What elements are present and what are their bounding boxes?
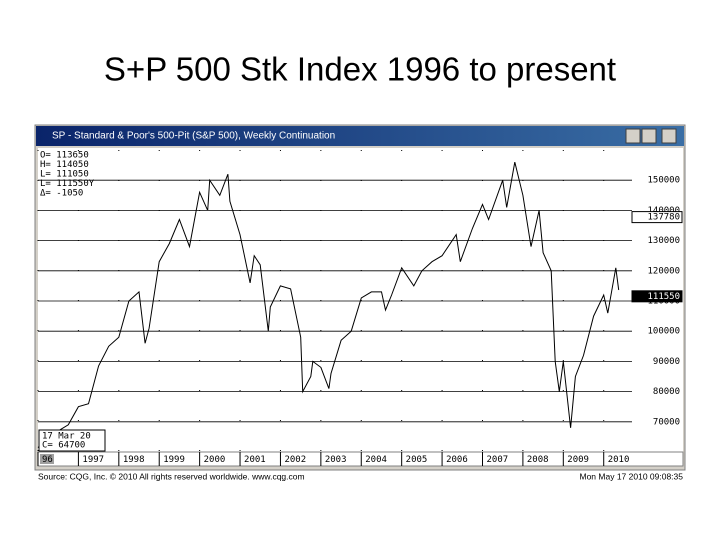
x-tick-label: 2000 <box>204 455 226 465</box>
slide-title: S+P 500 Stk Index 1996 to present <box>104 51 616 88</box>
y-tick-label: 120000 <box>647 266 680 276</box>
source: Source: CQG, Inc. © 2010 All rights rese… <box>38 471 305 481</box>
low-box-line: C= 64700 <box>42 441 85 451</box>
x-tick-label: 2002 <box>284 455 306 465</box>
y-tick-label: 80000 <box>653 387 680 397</box>
low-box <box>38 429 106 452</box>
y-tick-label: 140000 <box>647 206 680 216</box>
x-tick-label: 2003 <box>325 455 347 465</box>
x-tick-label: 2006 <box>446 455 468 465</box>
y-tick-label: 130000 <box>647 236 680 246</box>
y-tick-label: 90000 <box>653 357 680 367</box>
close-button[interactable] <box>661 128 677 144</box>
window-title: SP - Standard & Poor's 500-Pit (S&P 500)… <box>52 131 335 142</box>
x-tick-label: 2007 <box>486 455 508 465</box>
minimize-button[interactable] <box>625 128 641 144</box>
x-tick-highlight <box>40 454 54 464</box>
x-tick-label: 2010 <box>608 455 630 465</box>
x-tick-label: 2004 <box>365 455 387 465</box>
info-line: H= 114050 <box>40 160 89 170</box>
plot-area <box>38 148 632 452</box>
x-tick-label: 2001 <box>244 455 266 465</box>
x-tick-label: 1997 <box>82 455 104 465</box>
price-line <box>37 161 620 448</box>
x-tick-label: 1998 <box>123 455 145 465</box>
timestamp: Mon May 17 2010 09:08:35 <box>580 471 684 481</box>
price-marker <box>631 211 683 224</box>
info-line: Δ= -1050 <box>40 189 83 199</box>
x-tick-label: 2008 <box>527 455 549 465</box>
maximize-button[interactable] <box>641 128 657 144</box>
price-marker-label: 137780 <box>647 213 680 223</box>
info-line: L= 111050 <box>40 170 89 180</box>
y-tick-label: 100000 <box>647 327 680 337</box>
x-tick-label: 2005 <box>406 455 428 465</box>
info-line: L= 111550Y <box>40 179 95 189</box>
x-tick-label: 2009 <box>567 455 589 465</box>
x-tick-label: 1999 <box>163 455 185 465</box>
low-box-line: 17 Mar 20 <box>42 432 91 442</box>
x-tick-label: 96 <box>42 455 53 465</box>
title-bar <box>36 126 684 146</box>
info-line: O= 113650 <box>40 151 89 161</box>
price-marker-label: 111550 <box>647 292 680 302</box>
y-tick-label: 150000 <box>647 176 680 186</box>
y-tick-label: 70000 <box>653 417 680 427</box>
price-marker <box>631 290 683 303</box>
